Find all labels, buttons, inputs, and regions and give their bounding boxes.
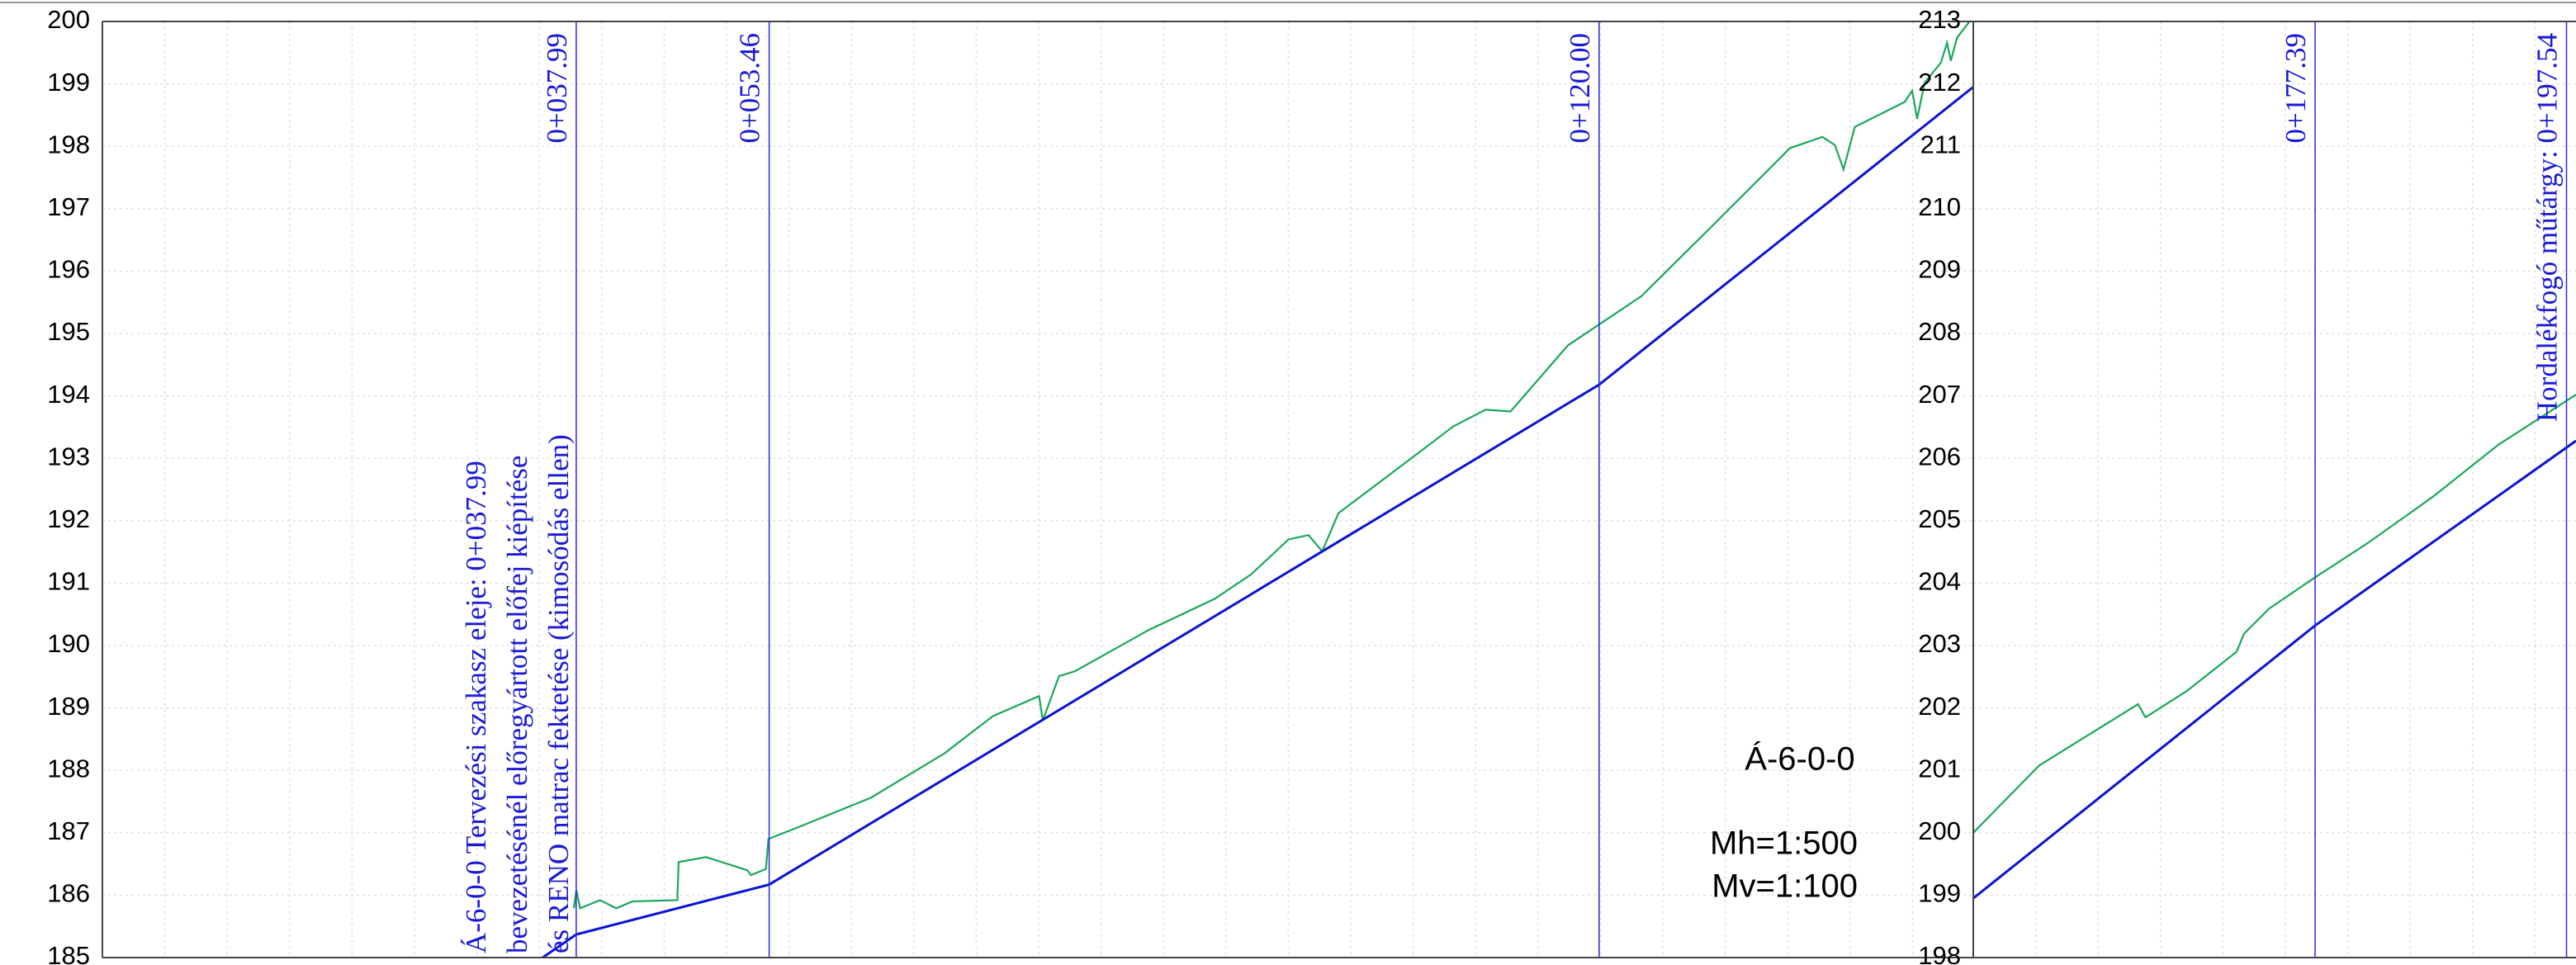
y-tick-label: 209 — [1918, 255, 1961, 284]
y-tick-label: 205 — [1918, 504, 1961, 533]
y-tick-label: 191 — [47, 567, 90, 596]
y-tick-label: 199 — [47, 68, 90, 97]
scale-note: Mh=1:500 — [1710, 825, 1858, 862]
profile-line — [1973, 439, 2576, 900]
y-tick-label: 187 — [47, 816, 90, 845]
scale-note: Mv=1:100 — [1712, 868, 1858, 905]
y-tick-label: 212 — [1918, 68, 1961, 97]
panel — [1973, 21, 2576, 958]
y-tick-label: 202 — [1918, 692, 1961, 721]
y-tick-label: 206 — [1918, 442, 1961, 471]
annotation-line: Á-6-0-0 Tervezési szakasz eleje: 0+037.9… — [460, 461, 492, 953]
station-label: 0+053.46 — [734, 33, 766, 144]
y-tick-label: 194 — [47, 380, 90, 409]
annotation-line: és RENO matrac fektetése (kimosódás elle… — [542, 434, 575, 953]
y-tick-label: 193 — [47, 442, 90, 471]
y-tick-label: 200 — [47, 5, 90, 34]
y-tick-label: 188 — [47, 754, 90, 783]
y-tick-label: 203 — [1918, 629, 1961, 658]
y-tick-label: 195 — [47, 317, 90, 346]
y-tick-label: 189 — [47, 692, 90, 721]
y-tick-label: 200 — [1918, 816, 1961, 845]
y-tick-label: 208 — [1918, 317, 1961, 346]
y-tick-label: 211 — [1920, 130, 1961, 158]
profile-line — [572, 21, 1971, 910]
y-tick-label: 186 — [47, 879, 90, 908]
station-label: 0+177.39 — [2280, 33, 2312, 144]
station-label: 0+037.99 — [541, 33, 573, 144]
y-tick-label: 207 — [1918, 380, 1961, 409]
y-tick-label: 204 — [1918, 567, 1961, 596]
y-tick-label: 196 — [47, 255, 90, 284]
y-tick-label: 192 — [47, 504, 90, 533]
y-tick-label: 190 — [47, 629, 90, 658]
station-label: Hordalékfogó műtárgy: 0+197.54 — [2531, 33, 2564, 422]
y-tick-label: 199 — [1918, 879, 1961, 908]
y-tick-label: 185 — [47, 941, 90, 965]
y-tick-label: 197 — [47, 192, 90, 221]
y-tick-label: 201 — [1918, 754, 1961, 783]
y-tick-label: 198 — [47, 130, 90, 158]
annotation-line: bevezetésénél előregyártott előfej kiépí… — [501, 456, 533, 953]
station-label: 0+120.00 — [1564, 33, 1596, 144]
scale-note: Á-6-0-0 — [1745, 740, 1854, 778]
y-tick-label: 213 — [1918, 5, 1961, 34]
y-tick-label: 210 — [1918, 192, 1961, 221]
y-tick-label: 198 — [1918, 941, 1961, 965]
panel — [102, 21, 1973, 958]
profile-line — [1973, 394, 2576, 834]
